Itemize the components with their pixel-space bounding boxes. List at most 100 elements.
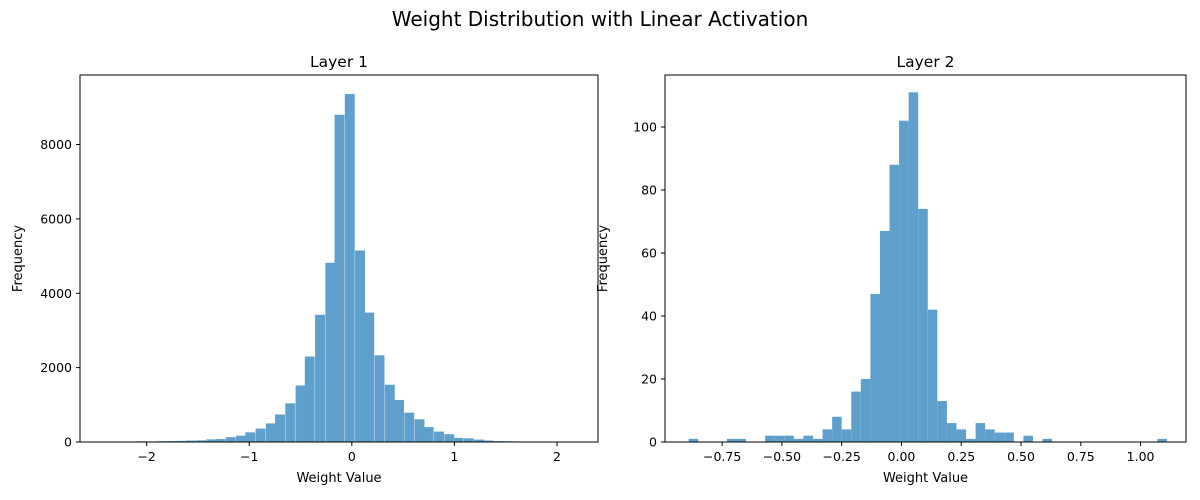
histogram-bar: [483, 440, 494, 442]
histogram-bar: [918, 208, 928, 442]
x-tick-label: 0.75: [1067, 449, 1095, 464]
figure-title: Weight Distribution with Linear Activati…: [392, 7, 809, 31]
x-tick-label: 0.25: [947, 449, 975, 464]
histogram-bar: [463, 438, 474, 442]
histogram-bar: [1042, 438, 1053, 442]
histogram-bar: [688, 438, 699, 442]
x-axis-label: Weight Value: [296, 471, 381, 486]
histogram-bar: [285, 403, 296, 442]
histogram-bar: [374, 355, 385, 442]
y-tick-label: 80: [641, 182, 657, 197]
x-tick-label: 2: [553, 449, 561, 464]
histogram-bar: [908, 92, 919, 442]
histogram-bar: [355, 250, 365, 442]
histogram-bar: [822, 429, 833, 442]
histogram-bar: [851, 391, 861, 442]
histogram-bar: [726, 438, 737, 442]
histogram-bar: [793, 438, 804, 442]
histogram-bar: [255, 428, 266, 442]
histogram-bar: [946, 423, 957, 442]
y-tick-label: 0: [64, 435, 72, 450]
histogram-bar: [295, 385, 306, 442]
histogram-bar: [364, 312, 375, 442]
histogram-bar: [813, 438, 823, 442]
subplot-title: Layer 1: [310, 53, 368, 71]
histogram-bar: [225, 437, 236, 442]
x-tick-label: 0.00: [888, 449, 916, 464]
y-tick-label: 60: [641, 245, 657, 260]
histogram-bar: [803, 435, 813, 442]
y-tick-label: 2000: [40, 360, 72, 375]
histogram-bar: [236, 435, 246, 442]
axes-frame: [79, 74, 599, 443]
x-tick-label: 0.50: [1007, 449, 1035, 464]
y-tick-label: 4000: [40, 286, 72, 301]
x-tick-label: −0.25: [823, 449, 861, 464]
y-tick-label: 8000: [40, 137, 72, 152]
histogram-bar: [394, 399, 404, 442]
x-tick-label: −0.50: [763, 449, 801, 464]
histogram-bar: [966, 438, 976, 442]
histogram-bar: [315, 314, 325, 442]
histogram-bar: [994, 432, 1005, 442]
histogram-bar: [434, 431, 444, 442]
subplot-layer-2: −0.75 −0.50 −0.25 0.00 0.25 0.50 0.75 1.00 0 20 40…: [596, 53, 1187, 486]
histogram-bar: [474, 439, 484, 442]
histogram-bar: [784, 435, 794, 442]
histogram-bar: [1004, 432, 1014, 442]
histogram-bar: [245, 432, 256, 442]
y-tick-label: 20: [641, 371, 657, 386]
x-tick-label: 0: [348, 449, 356, 464]
histogram-bar: [414, 419, 425, 442]
subplot-title: Layer 2: [896, 53, 954, 71]
histogram-bar: [196, 440, 206, 442]
histogram-bar: [423, 427, 434, 442]
x-tick-label: −0.75: [703, 449, 741, 464]
y-tick-label: 40: [641, 308, 657, 323]
histogram-bar: [304, 356, 315, 442]
histogram-bar: [265, 423, 276, 442]
y-tick-label: 0: [649, 435, 657, 450]
x-tick-label: −1: [240, 449, 258, 464]
histogram-bar: [215, 439, 226, 442]
histogram-bar: [841, 429, 852, 442]
x-tick-label: 1: [450, 449, 458, 464]
histogram-bar: [325, 262, 336, 442]
histogram-bar: [453, 437, 464, 442]
histogram-bar: [1023, 435, 1033, 442]
histogram-bar: [1157, 438, 1167, 442]
histogram-bar: [404, 412, 415, 442]
histogram-bar: [832, 416, 842, 442]
y-axis-label: Frequency: [11, 225, 26, 292]
histogram-bar: [860, 379, 871, 442]
histogram-bar: [384, 384, 395, 442]
histogram-bar: [927, 309, 938, 442]
histogram-bar: [334, 114, 345, 442]
subplot-layer-1: −2 −1 0 1 2 0 2000 4000 6000 8000 Layer 1 Weight Va…: [11, 53, 599, 486]
x-tick-label: −2: [137, 449, 155, 464]
histogram-bar: [937, 401, 947, 442]
y-tick-label: 6000: [40, 211, 72, 226]
histogram-bar: [985, 429, 995, 442]
x-tick-label: 1.00: [1127, 449, 1155, 464]
y-tick-label: 100: [633, 119, 657, 134]
y-axis-label: Frequency: [596, 225, 611, 292]
histogram-bar: [870, 293, 880, 442]
histogram-bar: [736, 438, 747, 442]
histogram-bar: [444, 434, 455, 442]
histogram-bar: [765, 435, 775, 442]
histogram-bar: [176, 440, 187, 442]
histogram-bar: [879, 230, 890, 442]
x-axis-label: Weight Value: [883, 471, 968, 486]
histogram-bar: [956, 429, 967, 442]
histogram-bar: [975, 423, 986, 442]
histogram-bar: [774, 435, 785, 442]
axes-frame: [664, 74, 1187, 443]
histogram-bar: [185, 440, 196, 442]
histogram-bar: [899, 120, 909, 443]
histogram-bar: [206, 439, 217, 442]
histogram-bar: [275, 414, 285, 442]
histogram-bar: [344, 93, 355, 443]
